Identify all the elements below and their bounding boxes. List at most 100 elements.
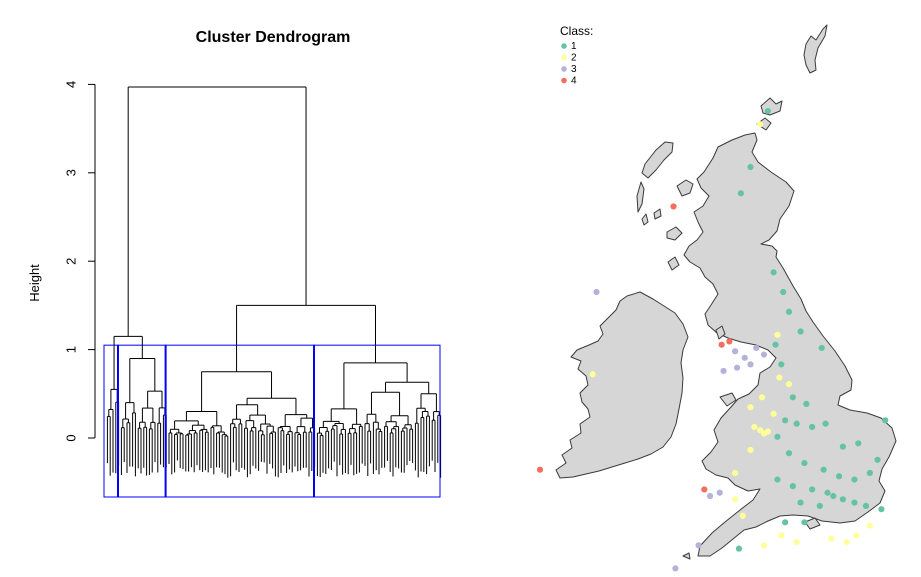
map-point-class-1 [774, 433, 781, 440]
map-point-class-4 [701, 486, 708, 493]
map-point-class-3 [753, 344, 760, 352]
map-point-class-1 [797, 328, 804, 335]
land-shetland [803, 24, 828, 74]
map-point-class-1 [816, 502, 823, 509]
map-point-class-2 [793, 538, 800, 546]
map-points [536, 107, 889, 572]
map-point-class-2 [843, 538, 850, 546]
map-point-class-3 [672, 565, 679, 572]
map-point-class-3 [733, 364, 741, 371]
map-point-class-2 [732, 469, 739, 477]
map-point-class-1 [835, 473, 843, 480]
land-orkney [760, 97, 783, 116]
map-point-class-2 [758, 394, 766, 401]
map-point-class-4 [718, 341, 725, 348]
map-point-class-1 [839, 443, 847, 450]
map-point-class-3 [732, 348, 739, 355]
map-point-class-1 [797, 499, 804, 506]
land-great-britain [683, 132, 897, 557]
map-point-class-2 [853, 532, 860, 539]
cluster-boxes [103, 344, 441, 498]
map-point-class-1 [789, 483, 796, 490]
legend-label-4: 4 [571, 76, 577, 87]
map-point-class-1 [785, 450, 793, 457]
land-anglesey [719, 392, 737, 407]
land-isle-of-lewis [641, 141, 674, 179]
map-point-class-2 [785, 381, 793, 388]
map-point-class-1 [780, 288, 787, 296]
map-point-class-1 [855, 440, 862, 447]
map-point-class-1 [764, 107, 771, 115]
map-point-class-1 [839, 496, 847, 503]
map-point-class-1 [747, 163, 754, 171]
map-point-class-3 [760, 351, 768, 358]
land-ireland [555, 291, 689, 479]
map-point-class-3 [716, 489, 723, 496]
map-point-class-1 [862, 502, 870, 509]
land-scilly [682, 552, 691, 560]
map-point-class-3 [747, 361, 754, 368]
map-point-class-4 [536, 466, 544, 473]
legend-marker-4 [561, 77, 567, 84]
map-point-class-3 [720, 367, 727, 375]
land-barra [641, 213, 649, 226]
y-tick-label: 1 [63, 346, 78, 353]
map-point-class-1 [851, 499, 858, 506]
map-point-class-1 [737, 190, 744, 197]
map-point-class-1 [820, 466, 827, 473]
land-isle-of-wight [804, 517, 821, 530]
dendrogram-panel: Cluster Dendrogram 0 1 2 3 4 Height [27, 29, 442, 498]
map-point-class-1 [878, 506, 885, 513]
y-tick-label: 2 [63, 258, 78, 265]
land-orkney-north [756, 117, 772, 131]
dendrogram-title: Cluster Dendrogram [196, 29, 351, 46]
map-point-class-2 [764, 428, 771, 435]
map-point-class-1 [793, 420, 800, 427]
map-point-class-1 [782, 417, 789, 424]
legend-marker-3 [561, 66, 567, 72]
map-point-class-2 [770, 410, 777, 417]
map-point-class-2 [589, 371, 596, 378]
map-point-class-1 [822, 420, 829, 427]
land-isle-of-man [715, 325, 726, 340]
map-point-class-1 [882, 417, 889, 424]
map-point-class-1 [866, 469, 873, 477]
y-axis: 0 1 2 3 4 [63, 81, 96, 442]
map-point-class-1 [809, 423, 816, 431]
map-point-class-3 [741, 354, 748, 361]
legend-label-2: 2 [571, 53, 577, 64]
map-point-class-1 [774, 476, 781, 483]
map-point-class-3 [695, 542, 702, 549]
map-point-class-1 [789, 394, 796, 401]
map-point-class-1 [851, 476, 858, 483]
map-point-class-1 [801, 519, 808, 526]
land-tiree [653, 208, 662, 220]
land-mull [666, 226, 683, 241]
y-tick-label: 0 [63, 434, 78, 441]
map-point-class-2 [776, 374, 783, 381]
map-point-class-2 [747, 446, 754, 454]
map-point-class-2 [774, 331, 781, 338]
map-point-class-1 [770, 269, 777, 276]
map-point-class-1 [818, 344, 825, 352]
map-point-class-1 [803, 400, 810, 407]
dendrogram-tree [106, 86, 442, 478]
map-point-class-2 [757, 121, 764, 128]
map-point-class-1 [809, 486, 816, 493]
map-point-class-1 [735, 545, 743, 552]
map-point-class-1 [830, 492, 837, 500]
legend-marker-2 [561, 54, 567, 61]
map-point-class-4 [726, 338, 733, 345]
map-point-class-2 [828, 535, 835, 542]
y-axis-label: Height [27, 264, 42, 302]
map-point-class-2 [751, 423, 758, 431]
map-point-class-2 [739, 512, 746, 519]
map-point-class-2 [760, 542, 768, 549]
map-point-class-3 [706, 492, 714, 500]
land-uist [636, 181, 645, 213]
land-skye [676, 179, 694, 197]
